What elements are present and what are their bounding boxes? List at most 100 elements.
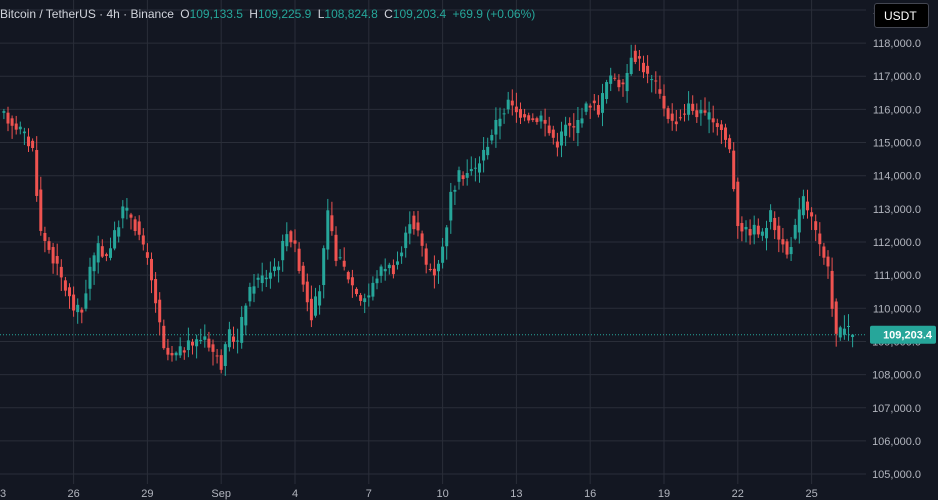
candle-body xyxy=(683,113,686,115)
candle xyxy=(535,116,539,125)
candle-body xyxy=(14,123,18,130)
candle xyxy=(445,225,449,260)
candle xyxy=(490,129,494,145)
candle-body xyxy=(637,56,641,59)
currency-button[interactable]: USDT xyxy=(874,3,929,28)
candle-body xyxy=(789,247,793,255)
candle xyxy=(469,156,473,176)
time-axis[interactable]: 3 26 29 Sep 4 7 10 13 16 19 22 25 xyxy=(0,488,818,500)
candle xyxy=(457,166,461,190)
candle-body xyxy=(150,258,153,281)
candle-body xyxy=(51,247,55,264)
candle xyxy=(273,258,276,277)
change-value: +69.9 (+0.06%) xyxy=(452,7,536,21)
candle xyxy=(96,235,100,274)
candle xyxy=(703,97,707,116)
candles xyxy=(2,44,855,376)
candle xyxy=(277,261,281,283)
price-tick-label: 107,000.0 xyxy=(872,403,921,415)
candle-body xyxy=(72,294,76,311)
candle-body xyxy=(199,339,203,342)
candle xyxy=(674,110,678,132)
candle xyxy=(760,228,764,241)
candle xyxy=(728,134,732,154)
candle xyxy=(10,115,14,139)
candle-body xyxy=(113,230,117,249)
candle-body xyxy=(826,256,830,267)
candle xyxy=(404,226,408,258)
candle xyxy=(22,127,26,146)
candle xyxy=(100,239,104,258)
candle-body xyxy=(252,286,256,294)
candle-body xyxy=(383,268,387,272)
candle xyxy=(346,270,350,284)
candle-body xyxy=(223,344,227,366)
candle xyxy=(195,334,199,359)
candle-body xyxy=(117,227,121,237)
candle-body xyxy=(621,82,625,85)
candle xyxy=(732,142,736,192)
time-tick-label: 29 xyxy=(141,488,153,500)
candle-body xyxy=(182,350,186,353)
candle-body xyxy=(301,265,305,285)
candle-body xyxy=(629,57,633,75)
candle-body xyxy=(449,191,453,221)
candle xyxy=(396,251,399,270)
candle xyxy=(2,108,6,120)
candle xyxy=(424,243,428,274)
candle xyxy=(264,269,268,287)
candle xyxy=(203,324,207,348)
candle-body xyxy=(76,304,80,313)
candle-body xyxy=(350,277,354,286)
candle xyxy=(601,83,604,127)
candle-body xyxy=(457,170,461,182)
candle xyxy=(76,298,80,324)
candle xyxy=(789,237,793,261)
candle-body xyxy=(400,252,404,257)
close-key: C xyxy=(384,7,393,21)
candle xyxy=(260,262,264,292)
candle-body xyxy=(609,75,613,84)
candle xyxy=(207,331,211,352)
price-axis[interactable]: 105,000.0106,000.0107,000.0108,000.0109,… xyxy=(872,5,921,481)
candle-body xyxy=(756,225,760,235)
candle-body xyxy=(137,221,141,235)
candle-body xyxy=(195,339,199,347)
price-tick-label: 115,000.0 xyxy=(873,138,921,150)
candle xyxy=(765,220,768,251)
candle xyxy=(478,156,481,183)
candle-body xyxy=(580,118,584,124)
candle xyxy=(847,314,850,341)
time-tick-label: 26 xyxy=(67,488,79,500)
candle xyxy=(568,117,572,138)
candle xyxy=(285,222,289,252)
candle-body xyxy=(236,340,240,342)
candle xyxy=(170,346,174,362)
candle-body xyxy=(851,334,855,338)
candle-body xyxy=(59,266,63,278)
candle-body xyxy=(432,268,436,276)
symbol-title[interactable]: Bitcoin / TetherUS · 4h · Binance xyxy=(0,7,174,21)
candle-body xyxy=(318,291,322,306)
grid-lines xyxy=(0,0,866,484)
candle xyxy=(244,303,248,336)
candle-body xyxy=(232,336,235,342)
candle xyxy=(683,104,686,122)
candle xyxy=(769,204,773,230)
candle xyxy=(785,238,789,259)
candle xyxy=(350,269,354,298)
candle xyxy=(465,159,469,186)
candle xyxy=(92,252,96,285)
candle-body xyxy=(244,305,248,326)
candle xyxy=(55,243,59,276)
candle xyxy=(293,229,297,253)
low-key: L xyxy=(317,7,325,21)
candle-body xyxy=(695,110,699,118)
candle-body xyxy=(428,269,432,271)
candle xyxy=(560,121,563,158)
candle xyxy=(486,137,490,160)
candle-body xyxy=(273,266,276,271)
candle xyxy=(437,260,440,284)
